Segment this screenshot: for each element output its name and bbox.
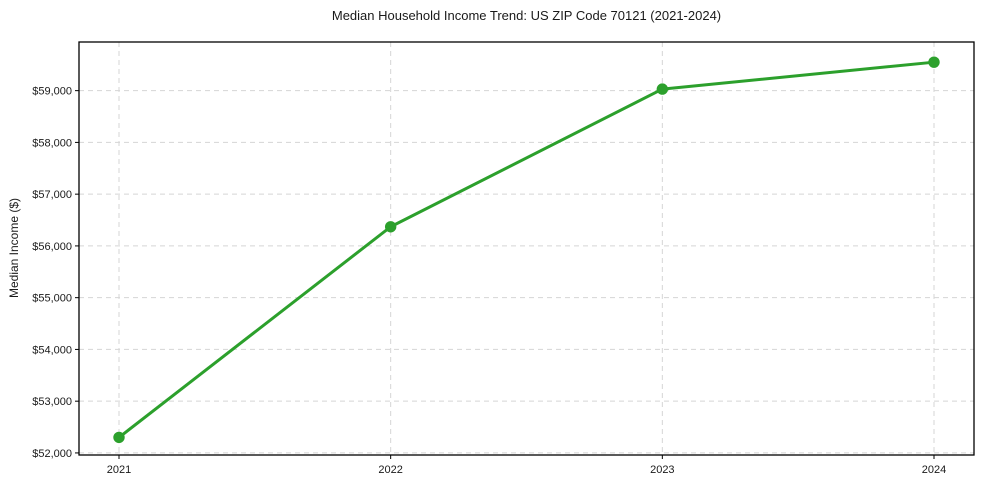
y-tick-label: $57,000 <box>32 189 72 201</box>
data-point <box>384 221 397 233</box>
y-tick-label: $58,000 <box>32 137 72 149</box>
x-tick-label: 2023 <box>650 464 674 476</box>
chart-title: Median Household Income Trend: US ZIP Co… <box>331 8 722 23</box>
y-tick-label: $56,000 <box>32 241 72 253</box>
series-line <box>117 60 936 439</box>
y-tick-label: $52,000 <box>32 448 72 460</box>
plot-border <box>78 41 975 456</box>
x-tick-label: 2021 <box>107 464 131 476</box>
y-tick-label: $53,000 <box>32 396 72 408</box>
y-tick-label: $59,000 <box>32 86 72 98</box>
data-point <box>656 83 669 95</box>
y-tick-label: $54,000 <box>32 344 72 356</box>
data-point <box>928 56 940 68</box>
data-point <box>113 431 125 444</box>
y-tick-label: $55,000 <box>32 293 72 305</box>
x-tick-label: 2022 <box>378 464 402 476</box>
x-tick-label: 2024 <box>922 464 946 476</box>
